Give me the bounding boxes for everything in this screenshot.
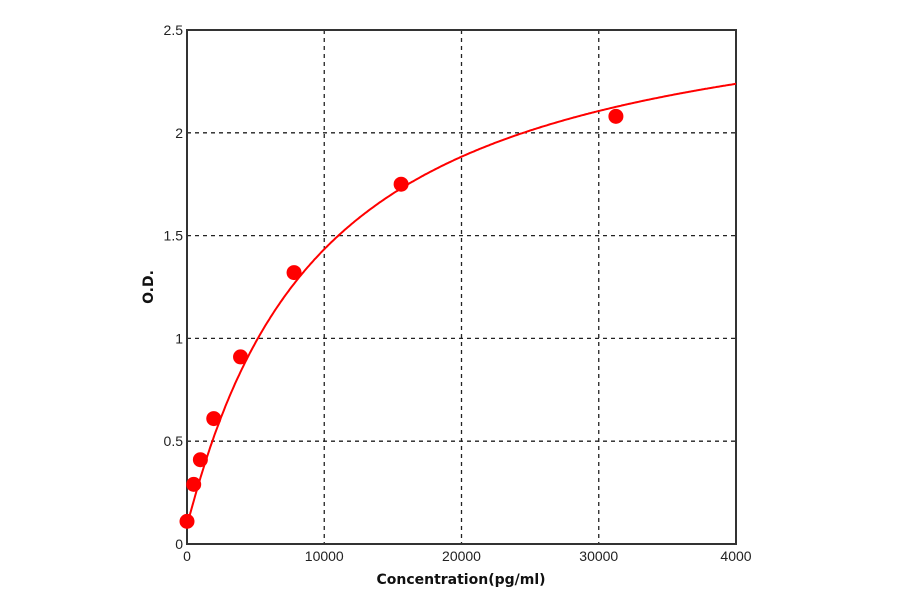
data-points	[179, 108, 624, 529]
data-point	[206, 411, 222, 427]
y-tick-label: 0.5	[164, 433, 184, 449]
x-tick-label: 10000	[305, 548, 344, 564]
data-point	[393, 176, 409, 192]
y-tick-label: 1	[175, 330, 183, 346]
grid-lines	[187, 30, 736, 544]
data-point	[233, 349, 249, 365]
data-point	[192, 452, 208, 468]
data-point	[186, 476, 202, 492]
data-point	[286, 265, 302, 281]
x-tick-label: 20000	[442, 548, 481, 564]
data-point	[179, 513, 195, 529]
data-point	[608, 108, 624, 124]
y-tick-label: 2.5	[164, 22, 184, 38]
x-tick-label: 30000	[579, 548, 618, 564]
x-axis-ticks: 0 10000 20000 30000 4000	[183, 548, 752, 564]
x-tick-label: 4000	[720, 548, 751, 564]
y-tick-label: 0	[175, 536, 183, 552]
y-axis-label: O.D.	[141, 270, 157, 304]
y-tick-label: 1.5	[164, 228, 184, 244]
y-tick-label: 2	[175, 125, 183, 141]
y-axis-ticks: 0 0.5 1 1.5 2 2.5	[164, 22, 184, 552]
fit-curve	[186, 82, 737, 526]
x-axis-label: Concentration(pg/ml)	[376, 572, 545, 588]
x-tick-label: 0	[183, 548, 191, 564]
plot-frame	[186, 29, 737, 545]
